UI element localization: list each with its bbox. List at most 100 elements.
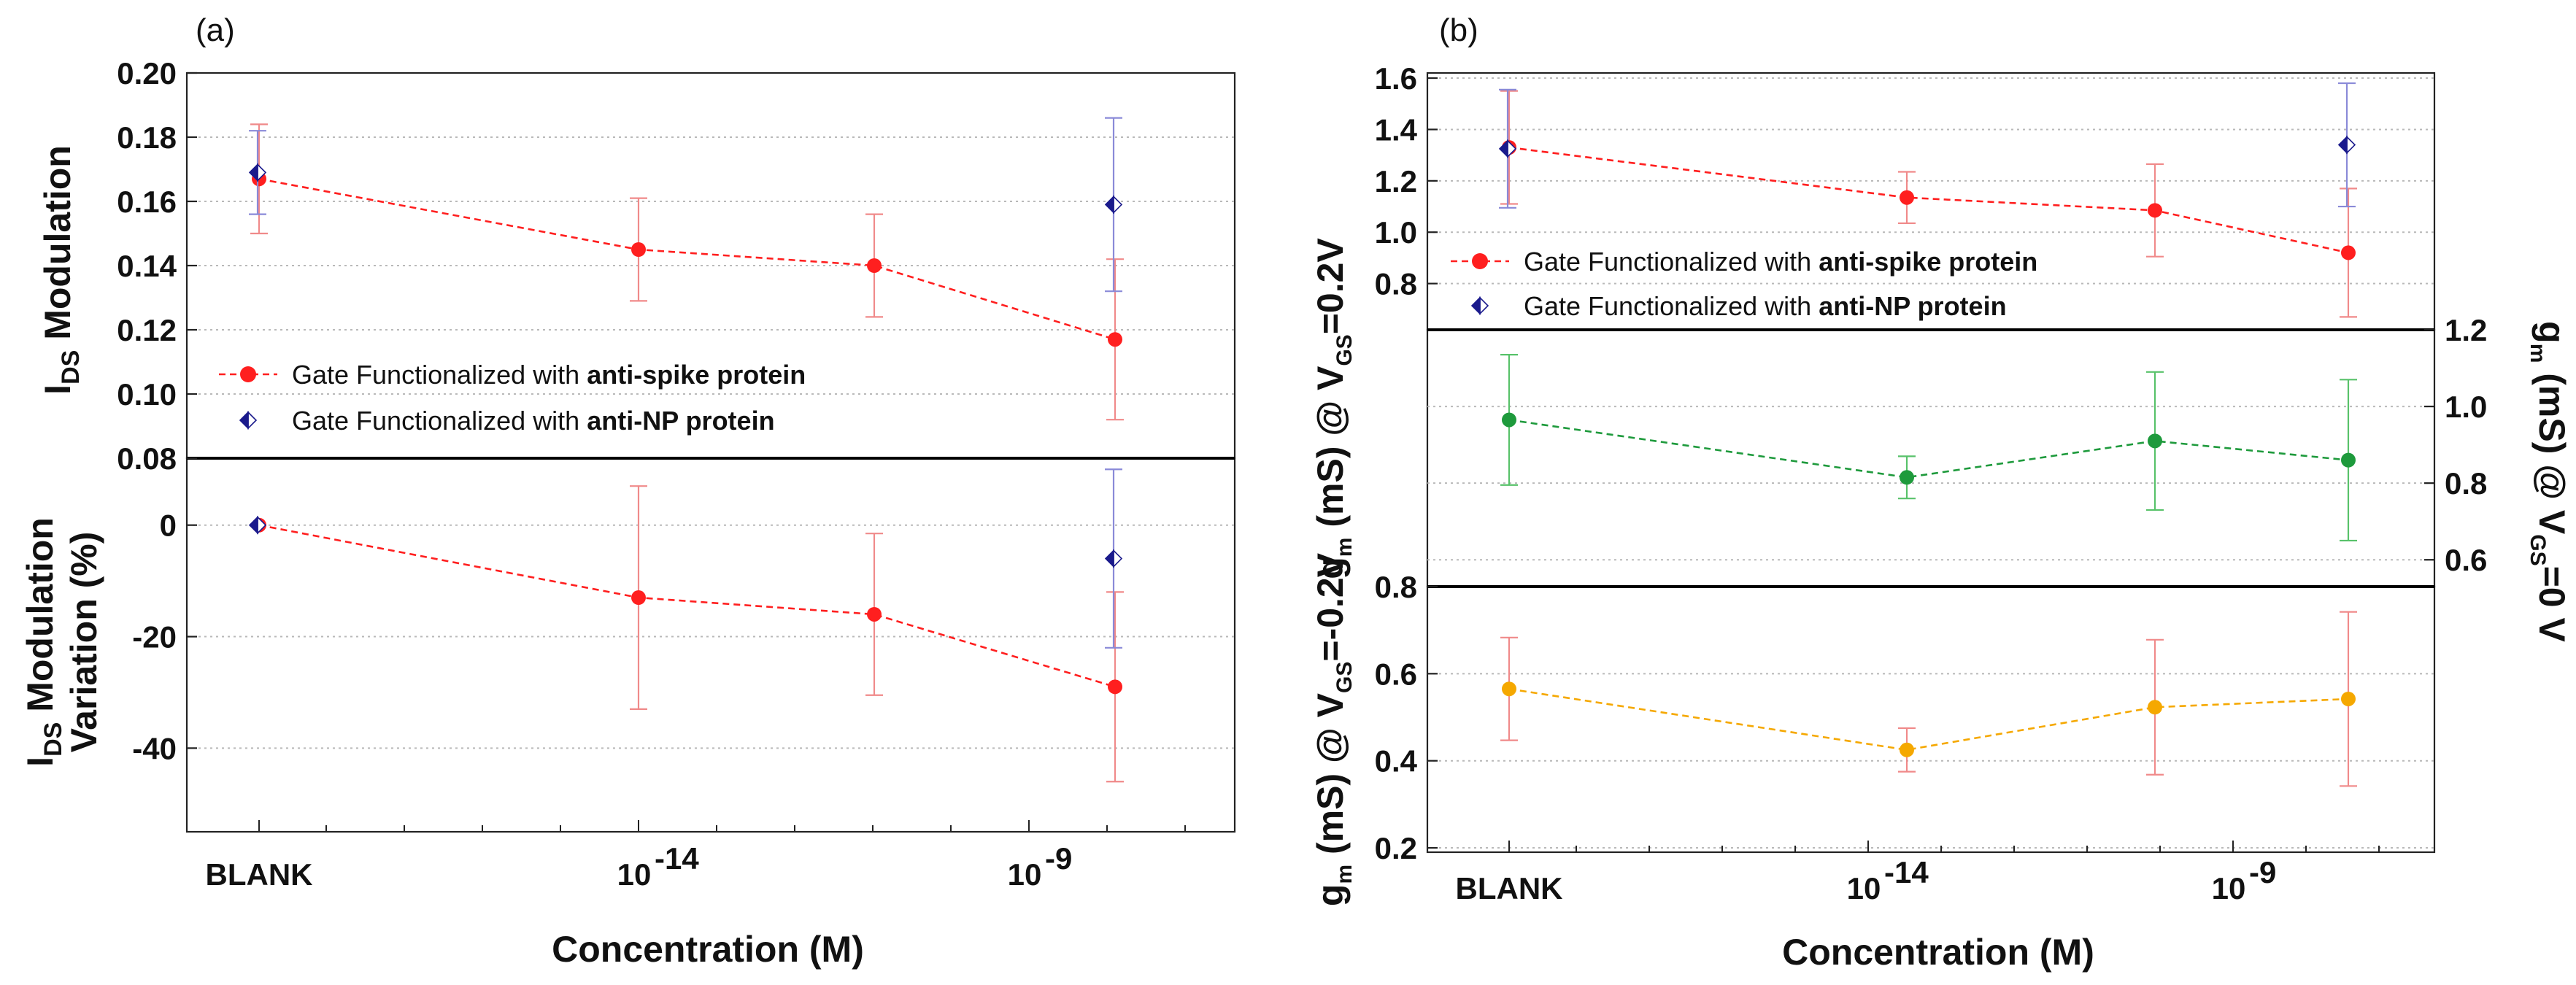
data-point — [631, 242, 646, 257]
y-tick-label: 1.0 — [1375, 215, 1417, 250]
panel-a-bottom-ylabel-line1: IDS Modulation — [20, 517, 67, 767]
panel-b-middle-ylabel: gm (mS) @ VGS=0 V — [2526, 321, 2572, 642]
panel-b: 0.81.01.21.41.6 0.60.81.01.2 0.20.40.60.… — [1310, 61, 2572, 973]
y-tick-label: 1.4 — [1375, 112, 1418, 147]
panel-a-top-yticks: 0.08 0.10 0.12 0.14 0.16 0.18 0.20 — [117, 56, 197, 476]
legend-entry: Gate Functionalized with anti-spike prot… — [292, 360, 806, 390]
y-tick-label: 0 — [160, 509, 177, 543]
panel-b-top-ylabel: gm (mS) @ VGS=0.2V — [1310, 238, 1357, 579]
y-tick-label: 0.8 — [1375, 570, 1417, 604]
panel-label-b: (b) — [1439, 12, 1478, 48]
data-point-half — [1104, 549, 1114, 568]
x-tick-exponent: -9 — [1045, 841, 1072, 876]
panel-b-middle-gridlines — [1427, 406, 2434, 561]
panel-b-top-gridlines — [1427, 77, 2434, 285]
series-line — [1508, 146, 2349, 254]
y-tick-label: 0.10 — [117, 377, 177, 412]
panel-b-xticks: BLANK 10 -14 10 -9 — [1456, 841, 2380, 905]
y-tick-label: 1.0 — [2445, 390, 2487, 424]
panel-b-top-yticks: 0.8 1.0 1.2 1.4 1.6 — [1375, 61, 1438, 301]
data-point — [1113, 549, 1123, 568]
data-point — [1108, 679, 1122, 695]
y-tick-label: 0.12 — [117, 313, 177, 347]
series-line — [258, 177, 1116, 341]
y-tick-label: 0.08 — [117, 441, 177, 476]
panel-a-top-series — [248, 117, 1124, 421]
y-tick-label: -40 — [132, 731, 177, 765]
y-tick-label: 0.2 — [1375, 831, 1417, 865]
y-tick-label: 1.2 — [1375, 164, 1417, 198]
panel-a-bottom-frame — [185, 457, 1236, 833]
panel-b-bottom-yticks: 0.2 0.4 0.6 0.8 — [1375, 570, 1438, 865]
data-point-half — [1104, 195, 1114, 215]
y-tick-label: 0.18 — [117, 120, 177, 155]
panel-b-xlabel: Concentration (M) — [1782, 932, 2094, 973]
legend-entry: Gate Functionalized with anti-NP protein — [292, 406, 775, 436]
panel-a: 0.08 0.10 0.12 0.14 0.16 0.18 0.20 -40 -20 0 BLA… — [20, 56, 1236, 970]
y-tick-label: 0.20 — [117, 56, 177, 90]
panel-b-bottom-gridlines — [1427, 673, 2434, 849]
series-line — [258, 524, 1116, 688]
x-tick-label: 10 — [1847, 871, 1881, 905]
series-line — [1508, 419, 2349, 479]
data-point-half — [248, 515, 258, 535]
x-tick-label: BLANK — [1456, 871, 1563, 905]
data-point — [2148, 203, 2162, 218]
x-tick-label: 10 — [617, 857, 652, 892]
data-point — [1900, 190, 1914, 205]
panel-a-xlabel: Concentration (M) — [552, 929, 864, 970]
data-point — [1113, 195, 1123, 215]
panel-label-a: (a) — [196, 12, 235, 48]
panel-a-xticks: BLANK 10 -14 10 -9 — [206, 820, 1186, 892]
y-tick-label: 0.8 — [1375, 267, 1417, 301]
data-point — [2341, 691, 2356, 706]
data-point-half — [2337, 135, 2348, 155]
legend-marker-half — [239, 411, 249, 430]
y-tick-label: -20 — [132, 620, 177, 654]
data-point-half — [1498, 139, 1508, 158]
panel-a-top-frame — [185, 72, 1236, 460]
data-point — [867, 606, 882, 622]
data-point — [1900, 742, 1914, 757]
y-tick-label: 0.6 — [2445, 543, 2487, 577]
panel-b-bottom-ylabel: gm (mS) @ VGS=-0.2V — [1310, 552, 1357, 906]
panel-b-top-series — [1498, 82, 2357, 318]
x-tick-exponent: -14 — [1884, 855, 1929, 889]
y-tick-label: 1.6 — [1375, 61, 1417, 96]
data-point — [1108, 332, 1122, 347]
panel-b-bottom-series — [1500, 611, 2357, 787]
y-tick-label: 0.14 — [117, 249, 177, 283]
panel-a-top-gridlines — [187, 136, 1235, 395]
panel-a-bottom-ylabel-line2: Variation (%) — [63, 532, 104, 753]
panel-a-top-ylabel: IDS Modulation — [37, 145, 85, 395]
data-point — [2341, 245, 2356, 260]
legend-entry: Gate Functionalized with anti-NP protein — [1524, 291, 2007, 321]
data-point — [2341, 452, 2356, 468]
legend-marker — [247, 411, 258, 430]
series-line — [1508, 687, 2349, 752]
legend-marker — [1479, 296, 1489, 315]
legend-marker — [1472, 253, 1488, 269]
y-tick-label: 0.6 — [1375, 657, 1417, 691]
panel-a-legend: Gate Functionalized with anti-spike prot… — [219, 360, 806, 436]
legend-entry: Gate Functionalized with anti-spike prot… — [1524, 247, 2037, 277]
x-tick-exponent: -14 — [655, 841, 699, 876]
y-tick-label: 0.16 — [117, 185, 177, 219]
x-tick-label: 10 — [1008, 857, 1042, 892]
x-tick-exponent: -9 — [2249, 855, 2276, 889]
data-point — [631, 590, 646, 606]
data-point — [2148, 700, 2162, 715]
y-tick-label: 0.8 — [2445, 466, 2487, 501]
data-point — [2148, 433, 2162, 449]
panel-b-middle-yticks: 0.6 0.8 1.0 1.2 — [2424, 313, 2487, 577]
data-point — [1900, 470, 1914, 485]
x-tick-label: 10 — [2212, 871, 2246, 905]
panel-b-middle-series — [1500, 354, 2357, 542]
panel-a-bottom-series — [248, 468, 1124, 783]
y-tick-label: 0.4 — [1375, 744, 1418, 779]
data-point — [1502, 412, 1516, 428]
panel-a-bottom-gridlines — [187, 524, 1235, 749]
y-tick-label: 1.2 — [2445, 313, 2487, 347]
panel-b-bottom-frame — [1426, 585, 2436, 854]
